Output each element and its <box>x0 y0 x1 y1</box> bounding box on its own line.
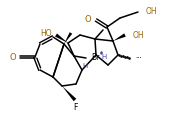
Polygon shape <box>55 34 68 43</box>
Text: OH: OH <box>146 7 158 17</box>
Polygon shape <box>113 33 126 41</box>
Text: OH: OH <box>133 31 145 40</box>
Text: F: F <box>73 102 77 111</box>
Text: H: H <box>101 54 106 60</box>
Text: O: O <box>9 53 16 61</box>
Text: H: H <box>82 63 88 69</box>
Text: HO: HO <box>40 29 52 37</box>
Polygon shape <box>62 86 76 101</box>
Polygon shape <box>64 32 72 44</box>
Text: O: O <box>84 15 91 24</box>
Text: Br: Br <box>91 53 99 62</box>
Text: ···: ··· <box>135 55 142 61</box>
